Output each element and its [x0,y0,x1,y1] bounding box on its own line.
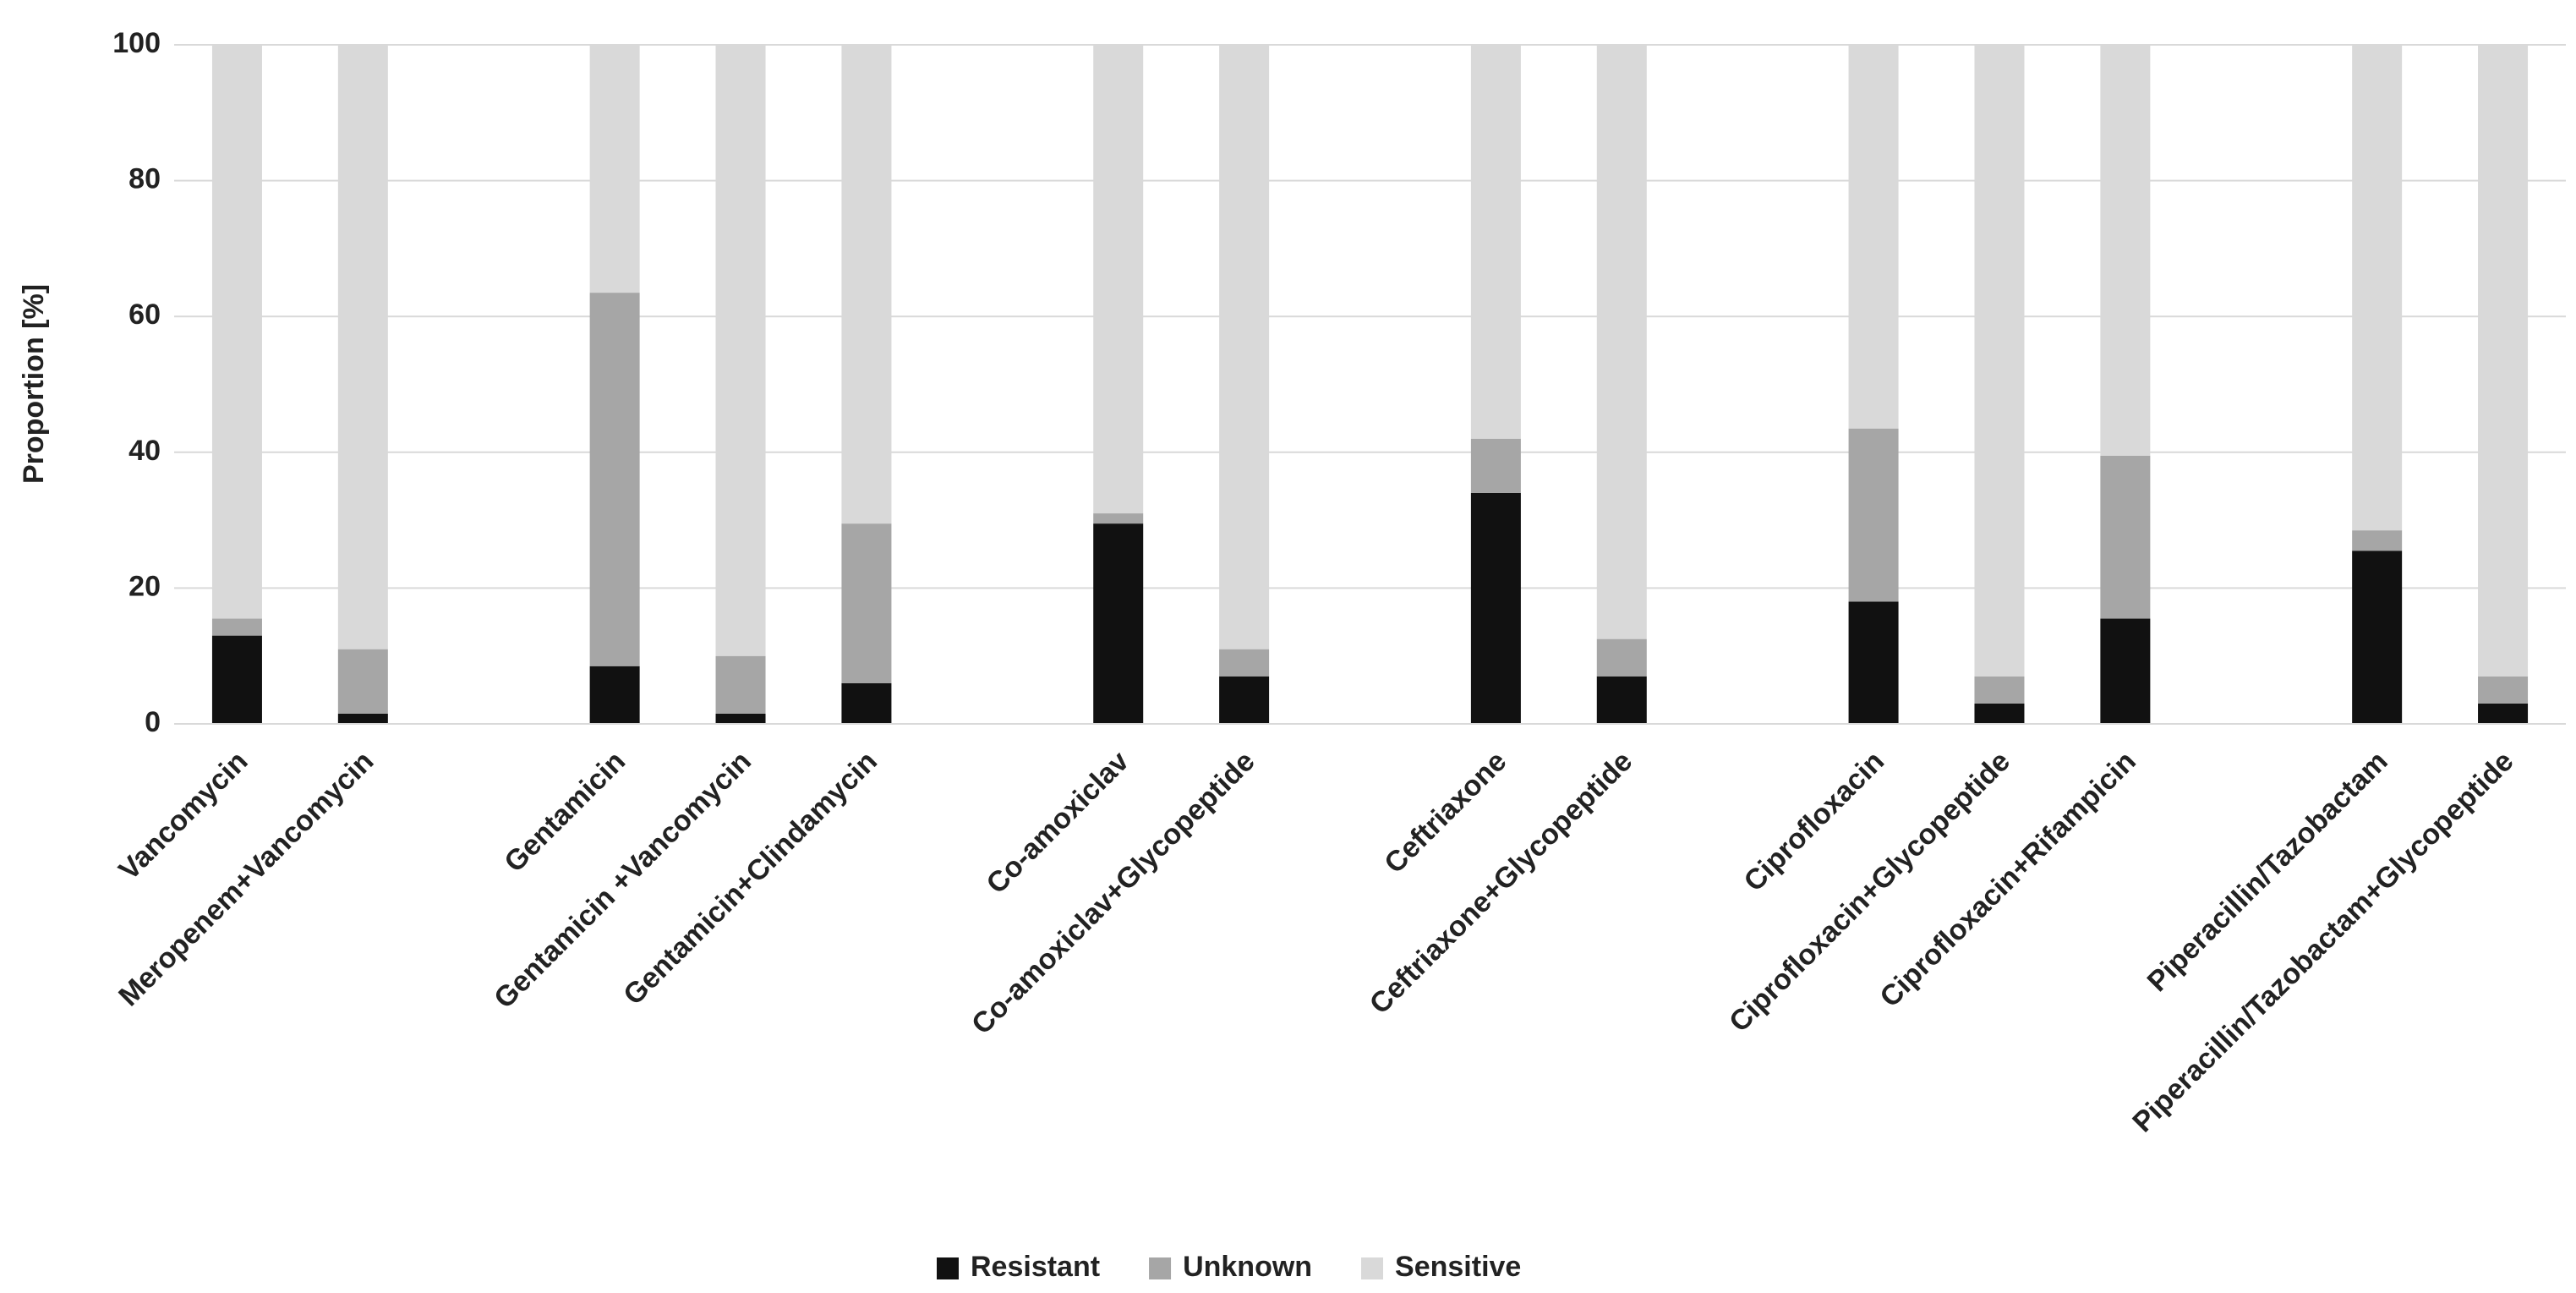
x-tick-label: Gentamicin +Vancomycin [488,745,757,1015]
bar-segment [1848,428,1899,602]
bar-segment [2478,703,2529,724]
bar-segment [715,713,766,724]
bar-segment [589,293,640,666]
bar-segment [1470,438,1521,493]
bar-segment [1470,492,1521,724]
bar-segment [1848,45,1899,429]
x-tick-label: Vancomycin [112,745,254,886]
legend-swatch [937,1257,959,1279]
legend-swatch [1149,1257,1172,1279]
bar-segment [211,45,262,619]
bar-segment [1093,45,1144,514]
y-axis-title: Proportion [%] [18,284,50,484]
x-tick-label: Gentamicin [498,745,632,879]
bar-segment [1470,45,1521,439]
bar-segment [337,649,388,714]
bar-segment [1219,45,1270,649]
bar-segment [1596,676,1647,724]
legend-label: Resistant [971,1251,1100,1283]
bar-segment [211,635,262,724]
legend-swatch [1361,1257,1384,1279]
bar-segment [1093,523,1144,724]
x-tick-label: Gentamicin+Clindamycin [617,745,883,1011]
bar-segment [1848,601,1899,724]
bar-segment [589,666,640,724]
legend-label: Unknown [1183,1251,1312,1283]
bar-segment [841,45,892,524]
bar-segment [1974,703,2025,724]
y-tick-label: 100 [112,27,161,59]
bar-segment [589,45,640,293]
y-tick-label: 80 [129,163,161,195]
bar-segment [1219,676,1270,724]
bar-segment [2478,45,2529,677]
bar-segment [211,618,262,636]
x-tick-label: Piperacillin/Tazobactam [2141,745,2394,998]
x-tick-label: Ciprofloxacin+Rifampicin [1873,745,2141,1013]
bar-segment [1974,676,2025,704]
bar-segment [2100,618,2151,724]
y-tick-label: 40 [129,435,161,467]
legend-label: Sensitive [1395,1251,1521,1283]
bar-segment [715,45,766,656]
bar-segment [1974,45,2025,677]
bar-segment [2478,676,2529,704]
y-tick-label: 60 [129,299,161,331]
y-tick-label: 0 [145,706,161,738]
bar-segment [2100,455,2151,619]
x-tick-label: Meropenem+Vancomycin [112,745,380,1012]
bar-segment [2352,551,2403,724]
bar-segment [841,682,892,724]
bar-segment [2352,45,2403,531]
x-tick-label: Ceftriaxone+Glycopeptide [1364,745,1638,1020]
bar-segment [1596,45,1647,639]
bar-segment [1596,638,1647,677]
bar-segment [2100,45,2151,456]
bar-segment [841,523,892,683]
bar-segment [1093,513,1144,524]
bar-segment [2352,530,2403,551]
x-tick-label: Ceftriaxone [1378,745,1512,879]
y-tick-label: 20 [129,570,161,602]
bar-segment [337,45,388,649]
bar-segment [715,655,766,714]
bar-segment [1219,649,1270,677]
bar-segment [337,713,388,724]
